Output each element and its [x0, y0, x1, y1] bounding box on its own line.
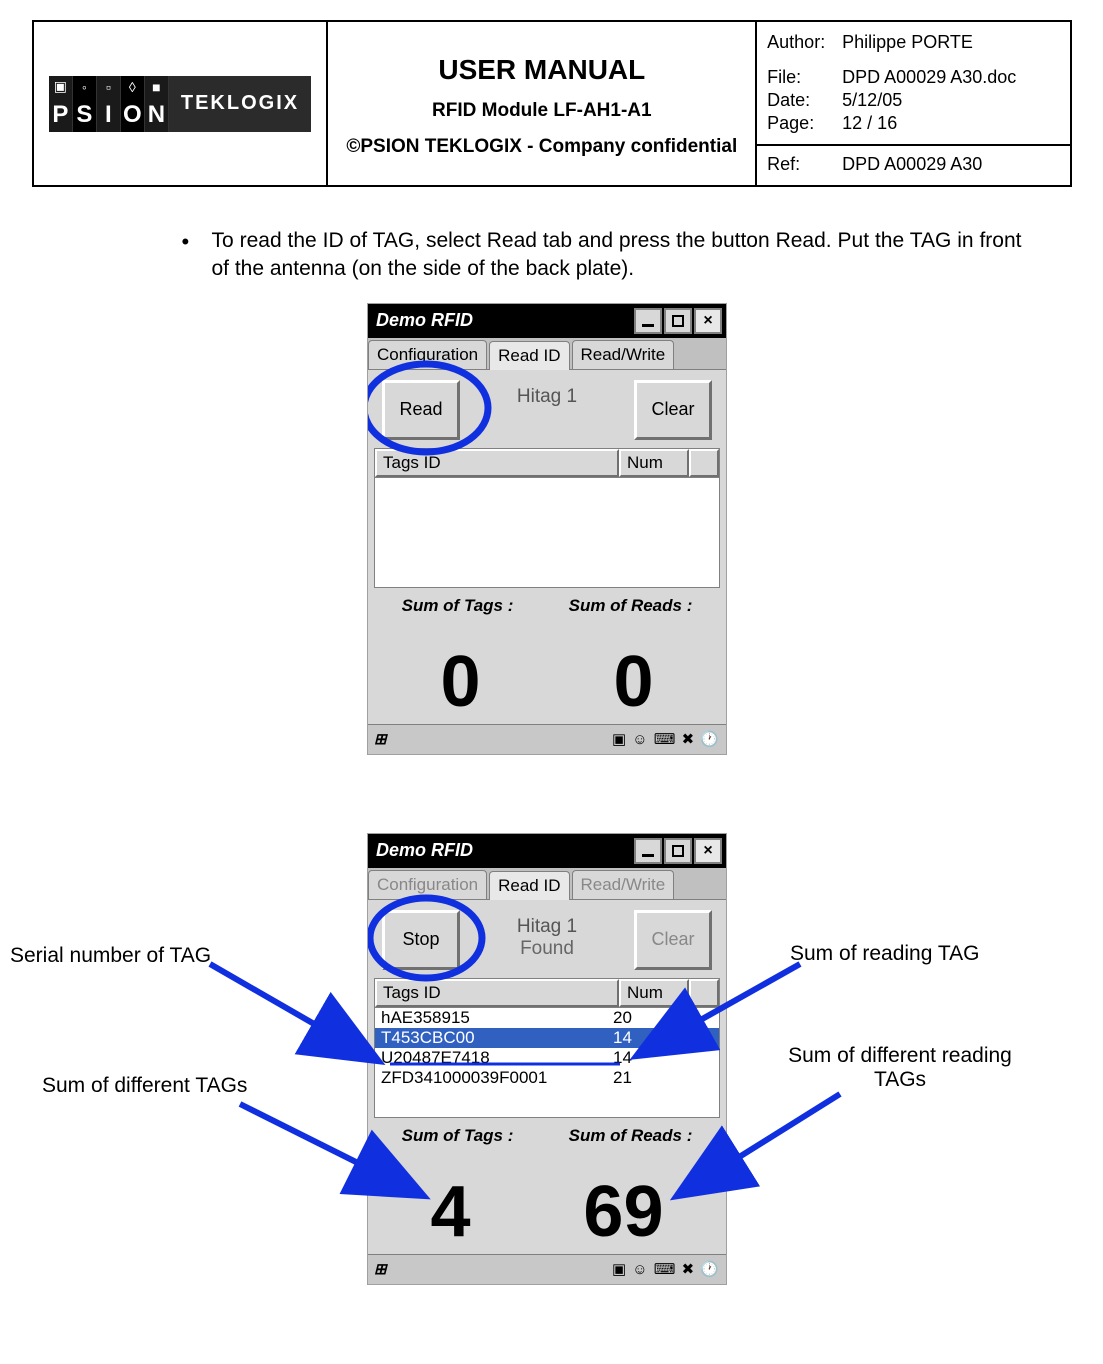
- col-tagsid: Tags ID: [375, 979, 619, 1007]
- col-blank: [689, 449, 719, 477]
- window-title: Demo RFID: [372, 310, 632, 331]
- titlebar: Demo RFID ×: [368, 304, 726, 338]
- close-button[interactable]: ×: [694, 308, 722, 334]
- tab-read-write[interactable]: Read/Write: [572, 340, 675, 369]
- col-num: Num: [619, 979, 689, 1007]
- tag-num: 14: [613, 1028, 713, 1048]
- instruction-text: To read the ID of TAG, select Read tab a…: [212, 227, 1022, 284]
- sum-tags-value: 4: [430, 1171, 470, 1253]
- bullet-icon: •: [182, 227, 212, 284]
- list-header: Tags ID Num: [374, 978, 720, 1008]
- clear-button-disabled: Clear: [634, 910, 712, 970]
- col-tagsid: Tags ID: [375, 449, 619, 477]
- tab-read-id[interactable]: Read ID: [489, 341, 569, 370]
- meta-ref-label: Ref:: [767, 154, 842, 175]
- callout-sum-reading-tag: Sum of reading TAG: [790, 942, 979, 966]
- taskbar: ⊞ ▣ ☺ ⌨ ✖ 🕐: [368, 1254, 726, 1284]
- tab-configuration[interactable]: Configuration: [368, 870, 487, 899]
- sum-reads-value: 69: [583, 1171, 663, 1253]
- maximize-button[interactable]: [664, 308, 692, 334]
- start-icon[interactable]: ⊞: [374, 1260, 387, 1278]
- logo-teklogix-text: TEKLOGIX: [169, 76, 311, 132]
- table-row[interactable]: ZFD341000039F000121: [375, 1068, 719, 1088]
- window-title: Demo RFID: [372, 840, 632, 861]
- system-tray: ▣ ☺ ⌨ ✖ 🕐: [612, 730, 720, 748]
- sum-reads-label: Sum of Reads :: [569, 1126, 693, 1146]
- tag-id: hAE358915: [381, 1008, 613, 1028]
- tag-list[interactable]: hAE35891520T453CBC0014U20487E741814ZFD34…: [374, 1008, 720, 1118]
- minimize-button[interactable]: [634, 308, 662, 334]
- callout-serial-number: Serial number of TAG: [10, 944, 211, 968]
- sum-tags-value: 0: [440, 641, 480, 723]
- maximize-button[interactable]: [664, 838, 692, 864]
- system-tray: ▣ ☺ ⌨ ✖ 🕐: [612, 1260, 720, 1278]
- clear-button[interactable]: Clear: [634, 380, 712, 440]
- table-row[interactable]: hAE35891520: [375, 1008, 719, 1028]
- tab-read-write[interactable]: Read/Write: [572, 870, 675, 899]
- tag-list-empty: [374, 478, 720, 588]
- tag-id: T453CBC00: [381, 1028, 613, 1048]
- list-header: Tags ID Num: [374, 448, 720, 478]
- instruction-block: • To read the ID of TAG, select Read tab…: [32, 227, 1072, 284]
- hitag-label: Hitag 1: [460, 916, 634, 938]
- sum-tags-label: Sum of Tags :: [402, 1126, 514, 1146]
- start-icon[interactable]: ⊞: [374, 730, 387, 748]
- col-blank: [689, 979, 719, 1007]
- header-center: USER MANUAL RFID Module LF-AH1-A1 ©PSION…: [327, 21, 756, 186]
- callout-sum-diff-reads: Sum of different reading TAGs: [770, 1044, 1030, 1092]
- table-row[interactable]: U20487E741814: [375, 1048, 719, 1068]
- read-button[interactable]: Read: [382, 380, 460, 440]
- meta-author-label: Author:: [767, 32, 842, 53]
- tab-configuration[interactable]: Configuration: [368, 340, 487, 369]
- tab-read-id[interactable]: Read ID: [489, 871, 569, 900]
- tab-bar: Configuration Read ID Read/Write: [368, 338, 726, 370]
- table-row[interactable]: T453CBC0014: [375, 1028, 719, 1048]
- found-label: Found: [460, 938, 634, 960]
- logo-cell: ▣P ◦S ▫I ◊O ■N TEKLOGIX: [33, 21, 328, 186]
- tag-id: ZFD341000039F0001: [381, 1068, 613, 1088]
- stop-button[interactable]: Stop: [382, 910, 460, 970]
- doc-header: ▣P ◦S ▫I ◊O ■N TEKLOGIX USER MANUAL RFID…: [32, 20, 1072, 187]
- tag-num: 14: [613, 1048, 713, 1068]
- tag-id: U20487E7418: [381, 1048, 613, 1068]
- close-button[interactable]: ×: [694, 838, 722, 864]
- doc-title: USER MANUAL: [332, 54, 751, 86]
- meta-page-label: Page:: [767, 113, 842, 134]
- doc-confidential: ©PSION TEKLOGIX - Company confidential: [332, 136, 751, 158]
- hitag-label: Hitag 1: [460, 380, 634, 408]
- tab-bar: Configuration Read ID Read/Write: [368, 868, 726, 900]
- psion-teklogix-logo: ▣P ◦S ▫I ◊O ■N TEKLOGIX: [49, 76, 311, 132]
- meta-date-value: 5/12/05: [842, 90, 902, 111]
- titlebar: Demo RFID ×: [368, 834, 726, 868]
- tag-num: 20: [613, 1008, 713, 1028]
- callout-sum-diff-tags: Sum of different TAGs: [42, 1074, 247, 1098]
- meta-page-value: 12 / 16: [842, 113, 897, 134]
- taskbar: ⊞ ▣ ☺ ⌨ ✖ 🕐: [368, 724, 726, 754]
- sum-reads-value: 0: [613, 641, 653, 723]
- screenshot-read-results: Demo RFID × Configuration Read ID Read/W…: [368, 834, 726, 1284]
- meta-ref-value: DPD A00029 A30: [842, 154, 982, 175]
- meta-file-value: DPD A00029 A30.doc: [842, 67, 1016, 88]
- meta-file-label: File:: [767, 67, 842, 88]
- minimize-button[interactable]: [634, 838, 662, 864]
- tag-num: 21: [613, 1068, 713, 1088]
- meta-author-value: Philippe PORTE: [842, 32, 973, 53]
- header-meta: Author:Philippe PORTE File:DPD A00029 A3…: [756, 21, 1070, 186]
- doc-subtitle: RFID Module LF-AH1-A1: [332, 100, 751, 122]
- sum-reads-label: Sum of Reads :: [569, 596, 693, 616]
- sum-tags-label: Sum of Tags :: [402, 596, 514, 616]
- col-num: Num: [619, 449, 689, 477]
- screenshot-read-initial: Demo RFID × Configuration Read ID Read/W…: [368, 304, 726, 754]
- meta-date-label: Date:: [767, 90, 842, 111]
